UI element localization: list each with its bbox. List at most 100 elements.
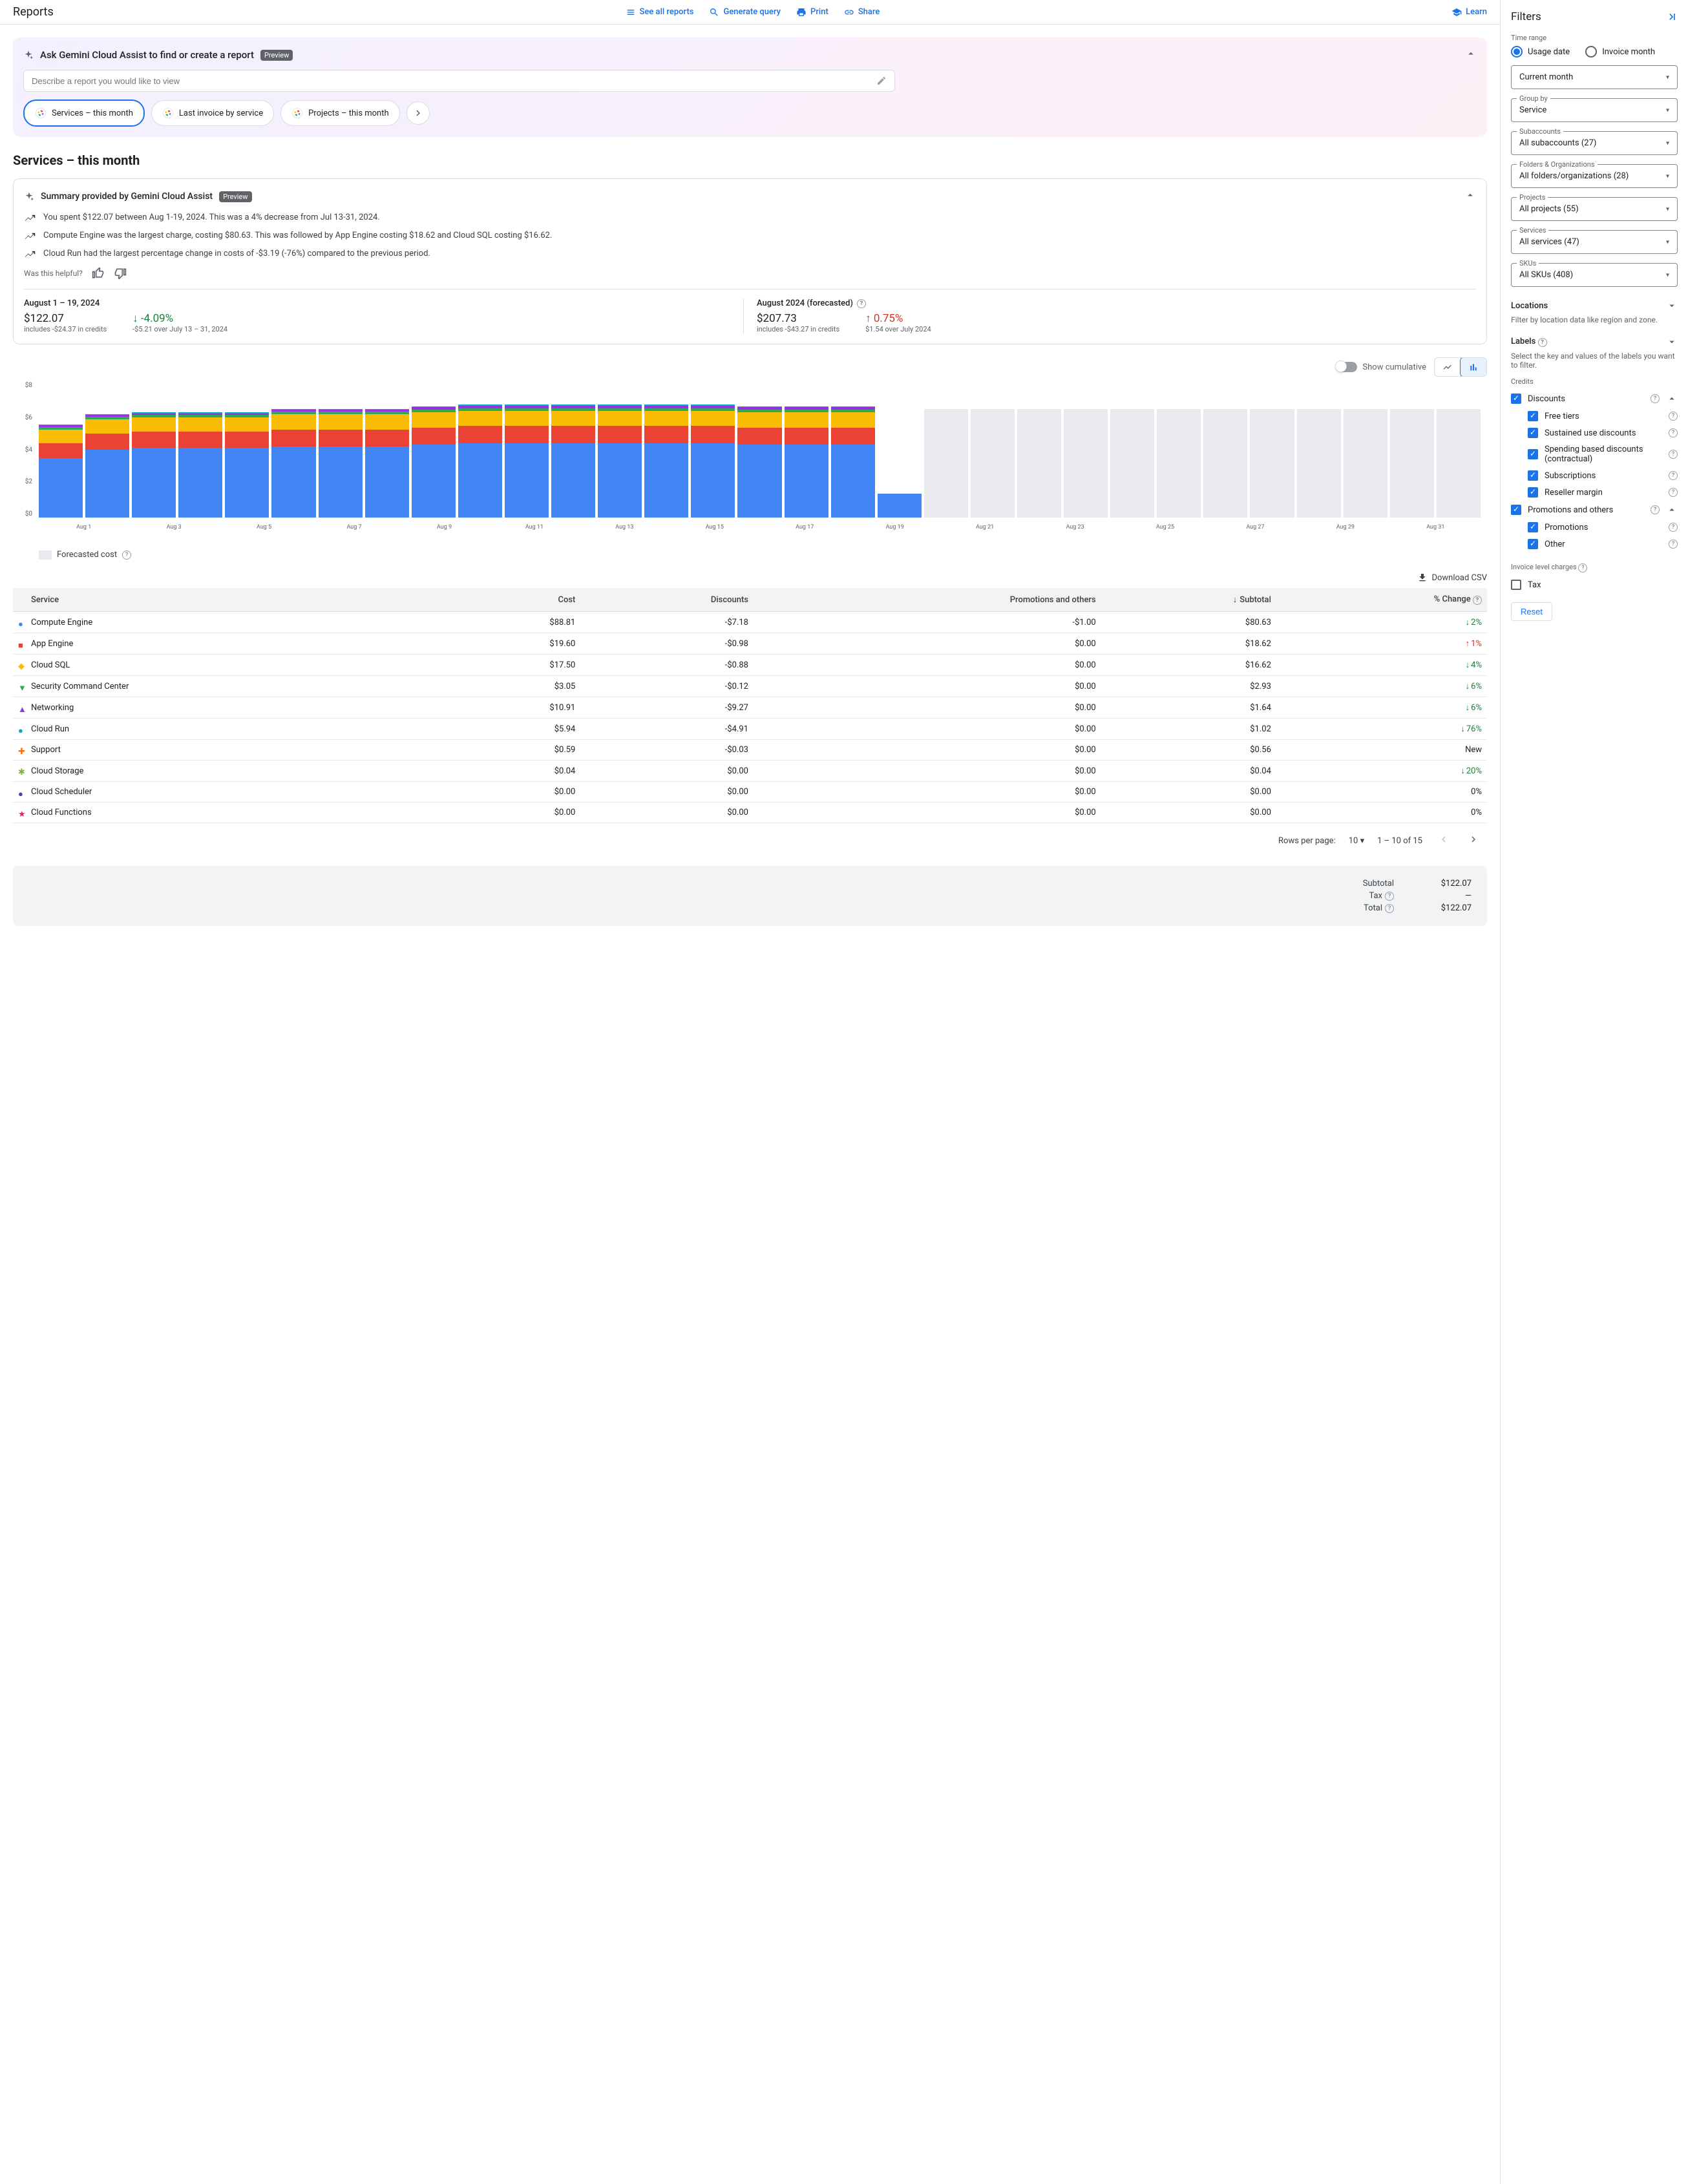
chart-bar[interactable] <box>225 382 269 518</box>
labels-expand[interactable]: Labels ? <box>1511 332 1678 352</box>
table-row[interactable]: ●Compute Engine$88.81-$7.18-$1.00$80.63↓… <box>13 612 1487 633</box>
chart-bar[interactable] <box>39 382 83 518</box>
share-button[interactable]: Share <box>844 7 880 17</box>
chart-bar[interactable] <box>924 382 968 518</box>
chevron-up-icon[interactable] <box>1666 504 1678 516</box>
chart-bar[interactable] <box>598 382 642 518</box>
help-icon[interactable]: ? <box>1669 523 1678 532</box>
check-promotions-others[interactable]: Promotions and others ? <box>1511 501 1678 519</box>
check-free-tiers[interactable]: Free tiers ? <box>1511 408 1678 425</box>
chart-bar[interactable] <box>1390 382 1434 518</box>
chart-bar[interactable] <box>551 382 595 518</box>
chart-bar[interactable] <box>737 382 781 518</box>
edit-icon[interactable] <box>876 76 887 86</box>
chart-bar[interactable] <box>1110 382 1154 518</box>
thumbs-up-icon[interactable] <box>92 267 105 280</box>
skus-select[interactable]: SKUs All SKUs (408) <box>1511 263 1678 287</box>
table-row[interactable]: ●Cloud Scheduler$0.00$0.00$0.00$0.000% <box>13 782 1487 803</box>
chip-services-month[interactable]: Services – this month <box>23 100 145 127</box>
table-row[interactable]: ✱Cloud Storage$0.04$0.00$0.00$0.04↓20% <box>13 761 1487 782</box>
chart-bar[interactable] <box>1437 382 1481 518</box>
subaccounts-select[interactable]: Subaccounts All subaccounts (27) <box>1511 131 1678 155</box>
download-csv-button[interactable]: Download CSV <box>13 572 1487 583</box>
chart-bar[interactable] <box>412 382 456 518</box>
generate-query-button[interactable]: Generate query <box>709 7 781 17</box>
chip-last-invoice[interactable]: Last invoice by service <box>151 100 274 126</box>
check-subscriptions[interactable]: Subscriptions ? <box>1511 467 1678 484</box>
chart-bar[interactable] <box>505 382 549 518</box>
chevron-up-icon[interactable] <box>1666 393 1678 404</box>
chart-bar[interactable] <box>1344 382 1387 518</box>
cumulative-toggle[interactable]: Show cumulative <box>1336 362 1426 372</box>
col-service[interactable]: Service <box>13 588 450 612</box>
chart-bar[interactable] <box>319 382 363 518</box>
chart-bar[interactable] <box>785 382 828 518</box>
collapse-button[interactable] <box>1465 48 1477 62</box>
table-row[interactable]: ●Cloud Run$5.94-$4.91$0.00$1.02↓76% <box>13 719 1487 740</box>
help-icon[interactable]: ? <box>1651 394 1660 403</box>
collapse-button[interactable] <box>1464 189 1476 204</box>
check-discounts[interactable]: Discounts ? <box>1511 390 1678 408</box>
check-spending[interactable]: Spending based discounts (contractual) ? <box>1511 441 1678 467</box>
gemini-input[interactable] <box>32 76 876 86</box>
chart-bar[interactable] <box>132 382 176 518</box>
help-icon[interactable]: ? <box>1669 450 1678 459</box>
help-icon[interactable]: ? <box>1669 412 1678 421</box>
help-icon[interactable]: ? <box>1651 505 1660 514</box>
group-by-select[interactable]: Group by Service <box>1511 98 1678 122</box>
chart-bar[interactable] <box>1064 382 1108 518</box>
chips-next-button[interactable] <box>406 101 430 125</box>
help-icon[interactable]: ? <box>1669 428 1678 437</box>
prev-page-button[interactable] <box>1435 831 1452 850</box>
thumbs-down-icon[interactable] <box>114 267 127 280</box>
help-icon[interactable]: ? <box>1669 471 1678 480</box>
chart-bar[interactable] <box>271 382 315 518</box>
table-row[interactable]: ▲Networking$10.91-$9.27$0.00$1.64↓6% <box>13 697 1487 719</box>
col-discounts[interactable]: Discounts <box>580 588 754 612</box>
chart-bar[interactable] <box>691 382 735 518</box>
col-change[interactable]: % Change ? <box>1276 588 1487 612</box>
chart-bar[interactable] <box>178 382 222 518</box>
col-cost[interactable]: Cost <box>450 588 580 612</box>
chart-bar[interactable] <box>878 382 922 518</box>
help-icon[interactable]: ? <box>857 299 866 308</box>
chart-bar[interactable] <box>644 382 688 518</box>
print-button[interactable]: Print <box>796 7 828 17</box>
col-promotions[interactable]: Promotions and others <box>754 588 1101 612</box>
learn-button[interactable]: Learn <box>1451 7 1487 17</box>
projects-select[interactable]: Projects All projects (55) <box>1511 197 1678 221</box>
chart-bar[interactable] <box>831 382 875 518</box>
table-row[interactable]: ★Cloud Functions$0.00$0.00$0.00$0.000% <box>13 803 1487 823</box>
expand-panel-icon[interactable] <box>1665 10 1678 23</box>
table-row[interactable]: ✚Support$0.59-$0.03$0.00$0.56New <box>13 740 1487 761</box>
time-range-select[interactable]: Current month <box>1511 65 1678 89</box>
help-icon[interactable]: ? <box>122 551 131 560</box>
chip-projects-month[interactable]: Projects – this month <box>280 100 400 126</box>
chart-bar[interactable] <box>1203 382 1247 518</box>
next-page-button[interactable] <box>1465 831 1482 850</box>
chart-bar[interactable] <box>365 382 409 518</box>
chart-bar[interactable] <box>1157 382 1201 518</box>
table-row[interactable]: ■App Engine$19.60-$0.98$0.00$18.62↑1% <box>13 633 1487 655</box>
chart-bar[interactable] <box>458 382 502 518</box>
col-subtotal[interactable]: ↓Subtotal <box>1101 588 1276 612</box>
chart-bar[interactable] <box>1297 382 1341 518</box>
check-other[interactable]: Other ? <box>1511 536 1678 552</box>
help-icon[interactable]: ? <box>1669 540 1678 549</box>
help-icon[interactable]: ? <box>1578 563 1587 572</box>
gemini-input-wrapper[interactable] <box>23 70 895 92</box>
bar-view-button[interactable] <box>1460 357 1487 377</box>
line-view-button[interactable] <box>1435 358 1461 376</box>
help-icon[interactable]: ? <box>1669 488 1678 497</box>
folders-select[interactable]: Folders & Organizations All folders/orga… <box>1511 164 1678 188</box>
rows-per-page-select[interactable]: 10 ▾ <box>1349 836 1364 846</box>
locations-expand[interactable]: Locations <box>1511 296 1678 315</box>
chart-bar[interactable] <box>971 382 1015 518</box>
table-row[interactable]: ▼Security Command Center$3.05-$0.12$0.00… <box>13 676 1487 697</box>
check-promotions[interactable]: Promotions ? <box>1511 519 1678 536</box>
chart-bar[interactable] <box>85 382 129 518</box>
help-icon[interactable]: ? <box>1385 892 1394 901</box>
table-row[interactable]: ◆Cloud SQL$17.50-$0.88$0.00$16.62↓4% <box>13 655 1487 676</box>
reset-button[interactable]: Reset <box>1511 602 1552 621</box>
see-all-reports-button[interactable]: See all reports <box>626 7 694 17</box>
